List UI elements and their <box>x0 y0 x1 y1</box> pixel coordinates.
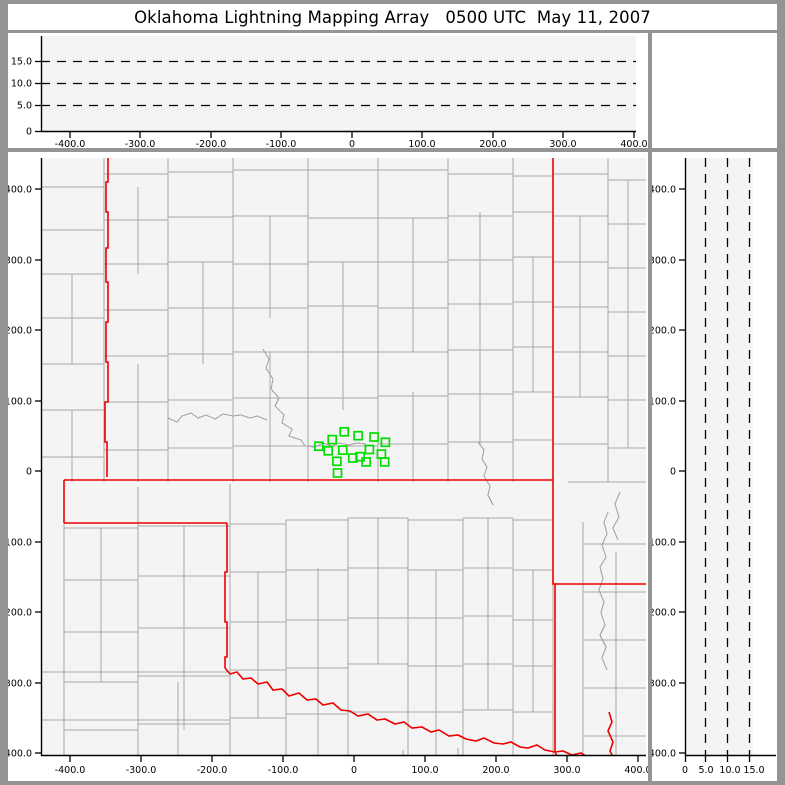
y-tick-label: 400.0 <box>652 185 676 196</box>
y-tick-label: -200.0 <box>652 608 676 619</box>
empty-histogram-plot[interactable] <box>652 33 777 148</box>
lightning-source-marker[interactable] <box>323 445 334 456</box>
right-axis-lines <box>684 158 776 757</box>
y-tick-label: -300.0 <box>652 679 676 690</box>
y-tick-label: 300.0 <box>8 256 32 267</box>
x-tick-label: 0 <box>682 765 688 776</box>
x-tick-label: 100.0 <box>408 139 435 148</box>
map-x-tick-marks <box>69 756 639 762</box>
x-tick-label: -400.0 <box>55 139 86 148</box>
lightning-source-marker[interactable] <box>380 437 391 448</box>
x-tick-label: 100.0 <box>411 765 438 776</box>
gridlines-vertical <box>704 158 751 756</box>
right-y-tick-marks <box>679 188 685 754</box>
x-tick-label: 400.0 <box>624 765 648 776</box>
right-y-tick-labels: 400.0 300.0 200.0 100.0 0 -100.0 -200.0 … <box>652 185 676 760</box>
altitude-vs-east-panel[interactable]: 0 5.0 10.0 15.0 -400.0 -300.0 -200.0 -10… <box>8 33 648 148</box>
x-tick-label: 400.0 <box>620 139 647 148</box>
x-tick-label: 300.0 <box>549 139 576 148</box>
x-tick-label: 200.0 <box>479 139 506 148</box>
page-title: Oklahoma Lightning Mapping Array 0500 UT… <box>134 7 651 27</box>
lightning-source-marker[interactable] <box>353 430 363 441</box>
y-tick-label: 200.0 <box>8 326 32 337</box>
y-tick-label: 15.0 <box>11 57 32 68</box>
y-tick-label: 0 <box>26 127 32 138</box>
right-plot-background <box>685 158 753 756</box>
x-tick-labels: -400.0 -300.0 -200.0 -100.0 0 100.0 200.… <box>55 139 648 148</box>
x-tick-label: 200.0 <box>482 765 509 776</box>
x-tick-label: -200.0 <box>197 765 228 776</box>
lightning-source-marker[interactable] <box>361 457 371 467</box>
map-area-background <box>41 158 646 756</box>
lightning-source-marker[interactable] <box>379 457 390 467</box>
x-tick-label: 5.0 <box>698 765 713 776</box>
lightning-source-marker[interactable] <box>364 444 375 455</box>
axis-lines <box>40 36 636 133</box>
x-tick-label: -400.0 <box>55 765 86 776</box>
x-tick-label: -300.0 <box>126 765 157 776</box>
y-tick-labels: 0 5.0 10.0 15.0 <box>11 57 32 138</box>
north-vs-altitude-panel[interactable]: 400.0 300.0 200.0 100.0 0 -100.0 -200.0 … <box>652 152 777 781</box>
x-tick-label: -100.0 <box>266 139 297 148</box>
north-vs-altitude-plot[interactable]: 400.0 300.0 200.0 100.0 0 -100.0 -200.0 … <box>652 152 777 781</box>
y-tick-label: 100.0 <box>8 397 32 408</box>
plan-view-map-plot[interactable]: 400.0 300.0 200.0 100.0 0 -100.0 -200.0 … <box>8 152 648 781</box>
lightning-source-marker[interactable] <box>355 451 365 462</box>
y-tick-label: -400.0 <box>8 749 32 760</box>
map-x-tick-labels: -400.0 -300.0 -200.0 -100.0 0 100.0 200.… <box>55 765 648 776</box>
x-tick-marks <box>69 132 635 138</box>
state-boundaries <box>63 158 646 756</box>
y-tick-label: 5.0 <box>17 101 32 112</box>
gridlines-horizontal <box>41 60 636 107</box>
y-tick-label: -100.0 <box>652 538 676 549</box>
x-tick-label: 0 <box>351 765 357 776</box>
lightning-source-marker[interactable] <box>339 426 350 437</box>
y-tick-label: -200.0 <box>8 608 32 619</box>
y-tick-marks <box>35 60 41 133</box>
y-tick-label: -400.0 <box>652 749 676 760</box>
plot-area-background <box>41 36 636 132</box>
title-bar: Oklahoma Lightning Mapping Array 0500 UT… <box>8 4 777 30</box>
x-tick-label: -100.0 <box>268 765 299 776</box>
right-x-tick-labels: 0 5.0 10.0 15.0 <box>682 765 765 776</box>
lightning-source-marker[interactable] <box>314 441 324 452</box>
x-tick-label: -200.0 <box>196 139 227 148</box>
x-tick-label: 0 <box>349 139 355 148</box>
y-tick-label: -100.0 <box>8 538 32 549</box>
y-tick-label: -300.0 <box>8 679 32 690</box>
map-y-tick-labels: 400.0 300.0 200.0 100.0 0 -100.0 -200.0 … <box>8 185 32 760</box>
empty-panel-background <box>652 33 777 148</box>
y-tick-label: 300.0 <box>652 256 676 267</box>
empty-histogram-panel[interactable] <box>652 33 777 148</box>
x-tick-label: -300.0 <box>125 139 156 148</box>
lightning-source-marker[interactable] <box>332 468 343 478</box>
plan-view-map-panel[interactable]: 400.0 300.0 200.0 100.0 0 -100.0 -200.0 … <box>8 152 648 781</box>
x-tick-label: 10.0 <box>719 765 740 776</box>
y-tick-label: 10.0 <box>11 79 32 90</box>
altitude-vs-east-plot[interactable]: 0 5.0 10.0 15.0 -400.0 -300.0 -200.0 -10… <box>8 33 648 148</box>
map-axis-lines <box>40 158 646 757</box>
lightning-source-marker[interactable] <box>327 434 338 445</box>
y-tick-label: 400.0 <box>8 185 32 196</box>
lightning-source-marker[interactable] <box>337 445 348 455</box>
right-x-tick-marks <box>684 756 751 762</box>
x-tick-label: 15.0 <box>743 765 764 776</box>
y-tick-label: 0 <box>26 467 32 478</box>
y-tick-label: 0 <box>670 467 676 478</box>
lightning-source-marker[interactable] <box>369 432 379 442</box>
y-tick-label: 200.0 <box>652 326 676 337</box>
lightning-source-marker[interactable] <box>332 456 342 467</box>
x-tick-label: 300.0 <box>553 765 580 776</box>
y-tick-label: 100.0 <box>652 397 676 408</box>
lightning-source-markers[interactable] <box>314 426 391 478</box>
map-y-tick-marks <box>35 188 41 754</box>
